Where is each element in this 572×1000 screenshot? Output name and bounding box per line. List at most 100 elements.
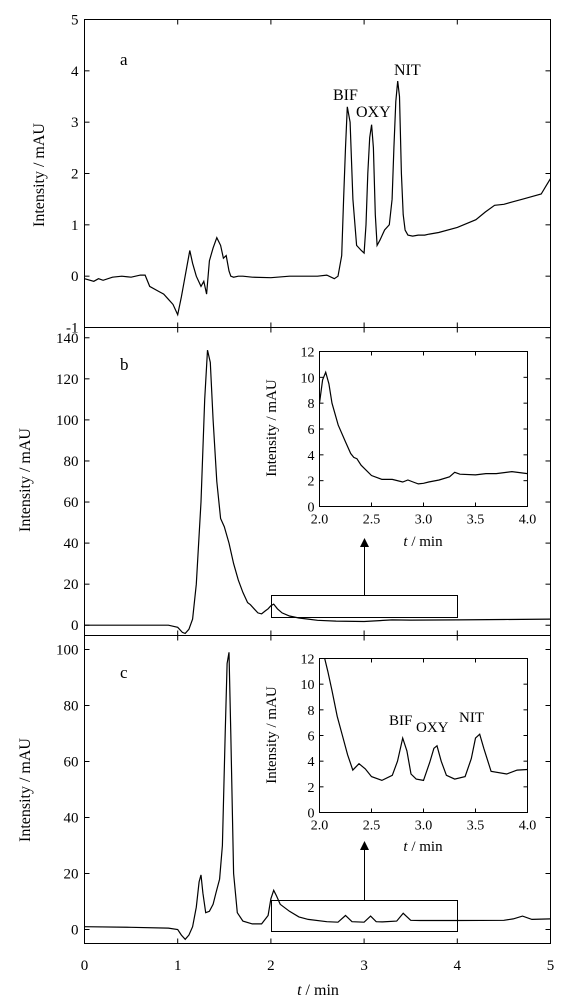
panel-b-ytick-label: 60 — [64, 495, 79, 511]
panel-b-inset-yticks: 0 2 4 6 8 10 12 — [301, 346, 528, 516]
panel-b-inset-trace — [319, 370, 528, 485]
panel-b-zoom-box — [271, 595, 458, 618]
inset-c-ytick-label: 2 — [308, 781, 315, 796]
panel-c-inset-xticks: 2.0 2.5 3.0 3.5 4.0 — [311, 658, 537, 834]
panel-a-ytick-label: 4 — [71, 64, 79, 80]
xtick-label: 5 — [547, 958, 555, 974]
panel-c-inset-yticks: 0 2 4 6 8 10 12 — [301, 653, 528, 822]
inset-b-xtick-label: 2.0 — [311, 513, 329, 528]
inset-b-ytick-label: 0 — [308, 501, 315, 516]
panel-c-inset-ylabel: Intensity / mAU — [264, 686, 280, 784]
inset-b-ytick-label: 10 — [301, 371, 315, 386]
inset-annotation-oxy: OXY — [416, 720, 449, 736]
panel-c-zoom-box — [271, 900, 458, 932]
panel-b-label: b — [120, 355, 129, 374]
inset-b-xtick-label: 3.5 — [467, 513, 485, 528]
panel-c-ytick-label: 100 — [56, 643, 79, 659]
panel-b-inset-ylabel: Intensity / mAU — [264, 379, 280, 477]
panel-b-inset-xticks: 2.0 2.5 3.0 3.5 4.0 — [311, 351, 537, 528]
panel-c-inset: 0 2 4 6 8 10 12 2.0 2.5 3.0 3.5 4.0 Intensity / mA… — [264, 653, 536, 856]
x-axis-label-var: t — [297, 982, 302, 999]
panel-b-ytick-label: 40 — [64, 536, 79, 552]
panel-a-ytick-label: 3 — [71, 115, 79, 131]
inset-c-ytick-label: 6 — [308, 730, 315, 745]
panel-a-ytick-label: 5 — [71, 13, 79, 29]
panel-c-inset-xlabel: t / min — [403, 839, 443, 855]
panel-b: 0 20 40 60 80 100 120 140 Intensity / mAU b 0 2 4… — [17, 327, 551, 636]
panel-a-label: a — [120, 50, 128, 69]
panel-b-trace — [84, 349, 551, 635]
panel-b-ytick-label: 20 — [64, 577, 79, 593]
panel-b-ytick-label: 100 — [56, 413, 79, 429]
inset-b-ytick-label: 8 — [308, 397, 315, 412]
panel-a-frame — [84, 19, 551, 328]
inset-c-ytick-label: 0 — [308, 807, 315, 822]
inset-c-xtick-label: 3.5 — [467, 819, 485, 834]
panel-c-frame — [84, 635, 551, 944]
inset-c-ytick-label: 8 — [308, 704, 315, 719]
panel-c-ylabel: Intensity / mAU — [17, 738, 34, 842]
xtick-label: 0 — [81, 958, 89, 974]
inset-b-xtick-label: 4.0 — [519, 513, 537, 528]
panel-b-ylabel: Intensity / mAU — [17, 428, 34, 532]
panel-a-yticks: -1 0 1 2 3 4 5 — [66, 13, 551, 337]
inset-annotation-nit: NIT — [459, 710, 484, 726]
inset-b-ytick-label: 4 — [308, 449, 315, 464]
panel-c-zoom-arrowhead — [360, 841, 369, 850]
panel-c-ytick-label: 0 — [71, 923, 79, 939]
inset-b-xtick-label: 3.0 — [415, 513, 433, 528]
xtick-label: 3 — [360, 958, 368, 974]
panel-b-inset-xlabel-unit: / min — [408, 534, 444, 550]
panel-a-ytick-label: -1 — [66, 321, 79, 337]
panel-a-ytick-label: 0 — [71, 269, 79, 285]
panel-b-zoom-arrowhead — [360, 538, 369, 547]
panel-b-inset: 0 2 4 6 8 10 12 2.0 2.5 3.0 3.5 4.0 Intensity / mA… — [264, 346, 536, 551]
inset-c-xtick-label: 2.5 — [363, 819, 381, 834]
inset-b-ytick-label: 12 — [301, 346, 315, 361]
panel-b-ytick-label: 120 — [56, 372, 79, 388]
annotation-nit: NIT — [394, 62, 421, 79]
panel-c-inset-xlabel-var: t — [403, 839, 408, 855]
panel-c-inset-trace — [324, 658, 528, 782]
inset-b-xtick-label: 2.5 — [363, 513, 381, 528]
panel-b-inset-xlabel: t / min — [403, 534, 443, 550]
panel-c-inset-frame — [319, 658, 528, 813]
panel-c-label: c — [120, 663, 128, 682]
inset-c-xtick-label: 3.0 — [415, 819, 433, 834]
panel-b-inset-xlabel-var: t — [403, 534, 408, 550]
inset-b-ytick-label: 2 — [308, 475, 315, 490]
xtick-label: 2 — [267, 958, 275, 974]
panel-c-ytick-label: 80 — [64, 699, 79, 715]
panel-a-trace — [84, 81, 552, 317]
inset-annotation-bif: BIF — [389, 713, 412, 729]
inset-c-ytick-label: 10 — [301, 678, 315, 693]
x-axis-label: t / min — [297, 982, 339, 999]
annotation-oxy: OXY — [356, 104, 391, 121]
inset-c-xtick-label: 2.0 — [311, 819, 329, 834]
inset-c-ytick-label: 4 — [308, 755, 315, 770]
xtick-label: 1 — [174, 958, 182, 974]
panel-a-ytick-label: 2 — [71, 167, 79, 183]
x-axis-label-unit: / min — [302, 982, 339, 999]
inset-c-xtick-label: 4.0 — [519, 819, 537, 834]
panel-b-ytick-label: 140 — [56, 331, 79, 347]
inset-c-ytick-label: 12 — [301, 653, 315, 668]
panel-a: -1 0 1 2 3 4 5 Intensity / mAU a BIF OXY NIT — [31, 13, 552, 337]
panel-b-ytick-label: 0 — [71, 618, 79, 634]
xtick-label: 4 — [454, 958, 462, 974]
panel-c-trace — [84, 652, 551, 941]
panel-b-ytick-label: 80 — [64, 454, 79, 470]
inset-b-ytick-label: 6 — [308, 423, 315, 438]
panel-a-ylabel: Intensity / mAU — [31, 123, 48, 227]
panel-c-ytick-label: 20 — [64, 867, 79, 883]
panel-c-ytick-label: 60 — [64, 755, 79, 771]
annotation-bif: BIF — [333, 87, 358, 104]
panel-c: 0 20 40 60 80 100 Intensity / mAU c 0 2 4 6 8 10 12… — [17, 635, 551, 944]
panel-c-ytick-label: 40 — [64, 811, 79, 827]
panel-a-ytick-label: 1 — [71, 218, 79, 234]
panel-c-inset-xlabel-unit: / min — [408, 839, 444, 855]
